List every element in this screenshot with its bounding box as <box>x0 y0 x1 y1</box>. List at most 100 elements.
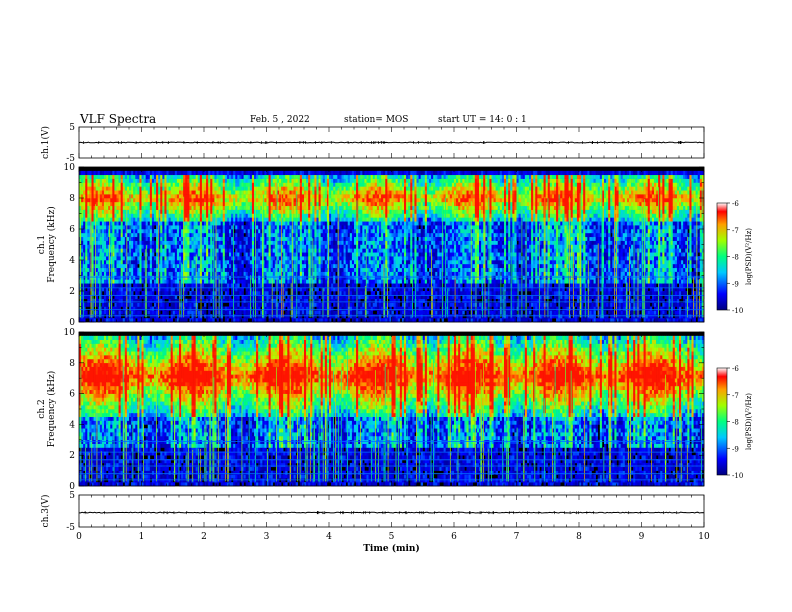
spectrogram-cell <box>343 221 346 226</box>
spectrogram-cell <box>222 298 226 303</box>
spectrogram-cell <box>287 240 290 245</box>
spectrogram-cell <box>149 318 153 323</box>
spectrogram-cell <box>237 240 240 245</box>
spectrogram-cell <box>197 209 201 214</box>
spectrogram-cell <box>237 279 240 284</box>
spectrogram-cell <box>274 178 278 183</box>
spectrogram-cell <box>254 310 257 315</box>
spectrogram-cell <box>154 279 157 284</box>
spectrogram-cell <box>322 310 326 315</box>
spectrogram-cell <box>322 263 326 269</box>
spectrogram-cell <box>210 306 213 311</box>
spectrogram-cell <box>212 170 215 176</box>
spectrogram-cell <box>241 182 244 187</box>
spectrogram-cell <box>262 186 265 191</box>
spectrogram-cell <box>143 244 146 249</box>
spectrogram-cell <box>143 225 146 230</box>
spectrogram-cell <box>258 306 261 311</box>
spectrogram-cell <box>239 209 242 214</box>
spectrogram-cell <box>210 201 213 207</box>
spectrogram-cell <box>164 178 167 183</box>
spectrogram-cell <box>120 283 124 288</box>
spectrogram-cell <box>229 209 232 214</box>
spectrogram-cell <box>301 279 305 284</box>
spectrogram-cell <box>335 194 338 199</box>
spectrogram-cell <box>316 279 319 284</box>
spectrogram-cell <box>187 302 190 307</box>
spectrogram-cell <box>110 205 113 210</box>
spectrogram-cell <box>101 232 105 238</box>
spectrogram-cell <box>183 182 186 187</box>
spectrogram-cell <box>264 263 267 269</box>
spectrogram-cell <box>79 178 82 183</box>
spectrogram-cell <box>251 225 255 230</box>
spectrogram-cell <box>208 252 211 257</box>
spectrogram-cell <box>291 283 294 288</box>
spectrogram-cell <box>189 182 192 187</box>
spectrogram-cell <box>293 213 296 218</box>
spectrogram-cell <box>193 221 196 226</box>
spectrogram-cell <box>310 205 313 210</box>
spectrogram-cell <box>216 198 219 203</box>
spectrogram-cell <box>210 170 213 176</box>
spectrogram-cell <box>179 209 182 214</box>
spectrogram-cell <box>247 302 251 307</box>
spectrogram-cell <box>116 267 119 272</box>
spectrogram-cell <box>172 291 176 296</box>
spectrogram-cell <box>295 186 299 191</box>
spectrogram-cell <box>274 198 278 203</box>
spectrogram-cell <box>343 174 346 179</box>
spectrogram-cell <box>287 186 290 191</box>
spectrogram-cell <box>85 201 88 207</box>
spectrogram-cell <box>189 198 192 203</box>
spectrogram-cell <box>208 283 211 288</box>
spectrogram-cell <box>137 314 140 319</box>
spectrogram-cell <box>304 186 307 191</box>
spectrogram-cell <box>162 310 165 315</box>
spectrogram-cell <box>118 217 121 222</box>
spectrogram-cell <box>274 221 278 226</box>
spectrogram-cell <box>233 267 236 272</box>
spectrogram-cell <box>293 256 296 261</box>
spectrogram-cell <box>299 291 303 296</box>
spectrogram-cell <box>339 271 342 276</box>
spectrogram-cell <box>331 190 334 195</box>
spectrogram-cell <box>122 170 126 176</box>
spectrogram-cell <box>183 271 186 276</box>
spectrogram-cell <box>241 217 244 222</box>
spectrogram-cell <box>276 236 280 241</box>
spectrogram-cell <box>337 287 340 292</box>
spectrogram-cell <box>283 302 286 307</box>
spectrogram-cell <box>264 283 267 288</box>
spectrogram-cell <box>160 252 163 257</box>
spectrogram-cell <box>256 244 259 249</box>
spectrogram-cell <box>143 232 146 238</box>
spectrogram-cell <box>160 217 163 222</box>
spectrogram-cell <box>331 205 334 210</box>
spectrogram-cell <box>199 213 203 218</box>
spectrogram-cell <box>329 271 332 276</box>
spectrogram-cell <box>210 314 213 319</box>
spectrogram-cell <box>160 229 163 234</box>
spectrogram-cell <box>208 205 211 210</box>
spectrogram-cell <box>329 275 332 280</box>
spectrogram-cell <box>151 310 155 315</box>
spectrogram-cell <box>224 279 228 284</box>
spectrogram-cell <box>95 279 99 284</box>
spectrogram-cell <box>235 252 238 257</box>
spectrogram-cell <box>126 209 130 214</box>
spectrogram-cell <box>206 186 209 191</box>
spectrogram-cell <box>233 263 236 269</box>
spectrogram-cell <box>141 201 144 207</box>
spectrogram-cell <box>229 236 232 241</box>
spectrogram-cell <box>243 271 246 276</box>
spectrogram-cell <box>214 283 217 288</box>
spectrogram-cell <box>291 267 294 272</box>
spectrogram-cell <box>112 252 115 257</box>
spectrogram-cell <box>239 205 242 210</box>
spectrogram-cell <box>104 209 107 214</box>
spectrogram-cell <box>339 275 342 280</box>
spectrogram-cell <box>199 190 203 195</box>
spectrogram-cell <box>229 182 232 187</box>
spectrogram-cell <box>156 306 159 311</box>
